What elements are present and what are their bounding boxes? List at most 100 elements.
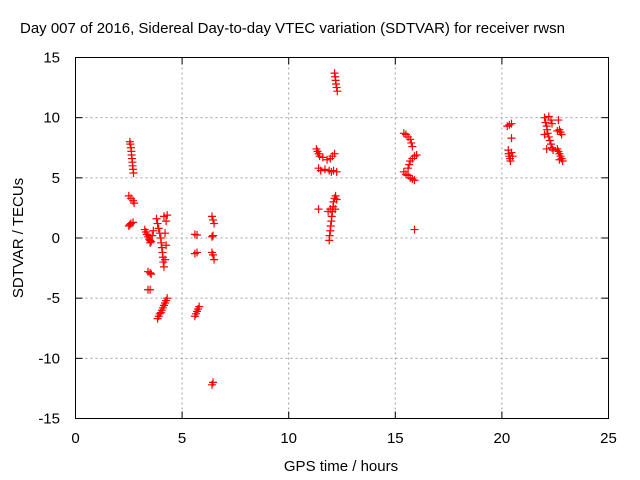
data-point — [210, 255, 219, 264]
data-point — [316, 166, 325, 175]
data-point — [162, 241, 171, 250]
data-point — [507, 148, 516, 157]
data-point — [161, 229, 170, 238]
x-tick-label: 5 — [178, 430, 186, 447]
data-point — [405, 160, 414, 169]
data-point — [548, 119, 557, 128]
data-point — [320, 165, 329, 174]
data-point — [327, 212, 336, 221]
data-point — [130, 199, 139, 208]
data-point — [332, 195, 341, 204]
x-tick-label: 15 — [387, 430, 404, 447]
data-point — [161, 255, 170, 264]
data-point — [408, 142, 417, 151]
data-point — [554, 116, 563, 125]
data-point — [543, 125, 552, 134]
data-point — [330, 149, 339, 158]
x-tick-label: 0 — [71, 430, 79, 447]
data-point — [545, 136, 554, 145]
data-point — [549, 146, 558, 155]
data-point — [314, 205, 323, 214]
data-point — [207, 232, 216, 241]
data-point — [326, 205, 335, 214]
data-point — [193, 248, 202, 257]
data-point — [146, 238, 155, 247]
y-tick-label: 10 — [43, 110, 60, 127]
data-point — [147, 237, 156, 246]
data-point — [154, 224, 163, 233]
x-axis-label: GPS time / hours — [284, 458, 398, 475]
data-point — [508, 152, 517, 161]
y-tick-label: 5 — [52, 170, 60, 187]
axis-tick-labels: 0 5 10 15 20 25 -15 -10 -5 0 5 10 15 — [38, 50, 617, 448]
data-point — [404, 164, 413, 173]
data-point — [540, 113, 549, 122]
data-point — [330, 69, 339, 78]
y-tick-label: -15 — [38, 411, 60, 428]
data-points — [124, 69, 567, 389]
y-tick-label: -5 — [47, 290, 60, 307]
y-tick-label: 15 — [43, 50, 60, 67]
data-point — [325, 231, 334, 240]
grid — [75, 57, 609, 419]
data-point — [148, 231, 157, 240]
y-tick-label: -10 — [38, 350, 60, 367]
data-point — [209, 215, 218, 224]
data-point — [209, 231, 218, 240]
data-point — [410, 225, 419, 234]
data-point — [159, 212, 168, 221]
y-axis-label: SDTVAR / TECUs — [10, 178, 27, 298]
data-point — [544, 132, 553, 141]
data-point — [162, 217, 171, 226]
data-point — [157, 238, 166, 247]
data-point — [541, 118, 550, 127]
data-point — [146, 285, 155, 294]
data-point — [542, 144, 551, 153]
data-point — [152, 214, 161, 223]
x-tick-label: 20 — [494, 430, 511, 447]
data-point — [555, 155, 564, 164]
x-tick-label: 25 — [600, 430, 617, 447]
data-point — [209, 250, 218, 259]
data-point — [412, 150, 421, 159]
data-point — [129, 169, 138, 178]
data-point — [126, 140, 135, 149]
data-point — [540, 130, 549, 139]
data-point — [407, 138, 416, 147]
y-tick-label: 0 — [52, 230, 60, 247]
data-point — [326, 221, 335, 230]
data-point — [153, 314, 162, 323]
data-point — [557, 130, 566, 139]
data-point — [331, 191, 340, 200]
data-point — [157, 243, 166, 252]
data-point — [410, 176, 419, 185]
data-point — [129, 218, 138, 227]
data-point — [406, 135, 415, 144]
plot-border — [75, 57, 609, 419]
data-point — [332, 167, 341, 176]
data-point — [507, 119, 516, 128]
data-point — [209, 378, 218, 387]
data-point — [318, 153, 327, 162]
chart-title: Day 007 of 2016, Sidereal Day-to-day VTE… — [20, 20, 565, 37]
data-point — [207, 212, 216, 221]
data-point — [210, 219, 219, 228]
data-point — [146, 268, 155, 277]
data-point — [333, 87, 342, 96]
data-point — [195, 302, 204, 311]
data-point — [193, 230, 202, 239]
data-point — [153, 219, 162, 228]
x-tick-label: 10 — [280, 430, 297, 447]
data-point — [147, 270, 156, 279]
data-point — [507, 134, 516, 143]
data-point — [163, 294, 172, 303]
data-point — [546, 140, 555, 149]
data-point — [332, 79, 341, 88]
data-point — [149, 226, 158, 235]
data-point — [159, 262, 168, 271]
data-point — [544, 112, 553, 121]
data-point — [553, 126, 562, 135]
data-point — [332, 83, 341, 92]
